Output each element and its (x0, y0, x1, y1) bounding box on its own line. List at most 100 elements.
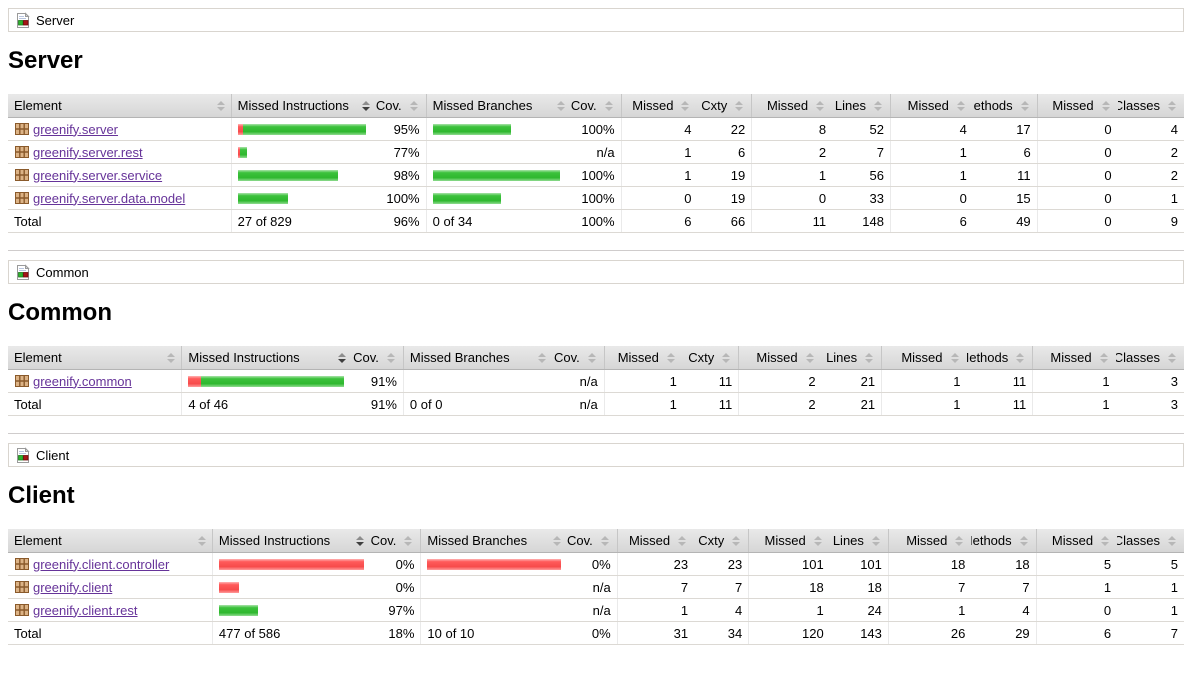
cxty-count: 11 (682, 369, 739, 393)
classes-count: 5 (1117, 552, 1184, 576)
sort-icon (816, 100, 825, 111)
column-header-classes[interactable]: Classes (1115, 346, 1184, 370)
missed-lines-count: 0 (751, 186, 833, 210)
column-header-lines[interactable]: Lines (829, 529, 889, 553)
column-header-missed-instructions[interactable]: Missed Instructions (181, 346, 352, 370)
column-header-branch-coverage[interactable]: Cov. (570, 94, 622, 118)
column-header-missed-lines[interactable]: Missed (738, 346, 822, 370)
total-missed-methods: 26 (887, 621, 972, 645)
missed-instructions-bar (218, 581, 240, 593)
missed-classes-count: 0 (1036, 186, 1118, 210)
table-row: greenify.client.rest 97% n/a 1 4 1 24 1 … (8, 598, 1184, 622)
package-link[interactable]: greenify.server.rest (33, 144, 143, 160)
package-link[interactable]: greenify.client.controller (33, 556, 170, 572)
missed-cxty-count: 4 (620, 117, 698, 141)
instruction-coverage-percent: 91% (351, 369, 404, 393)
column-header-lines[interactable]: Lines (832, 94, 891, 118)
column-header-missed-methods[interactable]: Missed (887, 529, 972, 553)
column-header-missed-instructions[interactable]: Missed Instructions (230, 94, 376, 118)
element-cell: greenify.server.data.model (8, 186, 232, 210)
column-header-branch-coverage[interactable]: Cov. (552, 346, 605, 370)
column-header-missed-methods[interactable]: Missed (889, 94, 973, 118)
column-header-cxty[interactable]: Cxty (682, 346, 739, 370)
missed-methods-count: 1 (889, 140, 973, 164)
classes-count: 1 (1117, 598, 1184, 622)
column-header-missed-cxty[interactable]: Missed (603, 346, 683, 370)
element-cell: greenify.server (8, 117, 232, 141)
table-row: greenify.server.service 98% 100% 1 19 1 … (8, 163, 1184, 187)
column-header-classes[interactable]: Classes (1117, 529, 1184, 553)
sort-icon (950, 352, 959, 363)
instruction-coverage-percent: 77% (375, 140, 427, 164)
sort-icon (1099, 352, 1108, 363)
column-header-missed-lines[interactable]: Missed (748, 529, 830, 553)
element-cell: greenify.server.service (8, 163, 232, 187)
missed-lines-count: 2 (738, 369, 822, 393)
column-header-methods[interactable]: Methods (972, 94, 1038, 118)
sort-icon (1016, 352, 1025, 363)
missed-classes-count: 1 (1035, 575, 1118, 599)
package-link[interactable]: greenify.server (33, 121, 119, 137)
instruction-coverage-percent: 0% (370, 575, 421, 599)
branch-coverage-percent: 100% (570, 117, 622, 141)
column-header-element[interactable]: Element (8, 94, 232, 118)
total-branch-coverage: n/a (552, 392, 605, 416)
column-header-missed-branches[interactable]: Missed Branches (402, 346, 553, 370)
column-header-missed-classes[interactable]: Missed (1032, 346, 1116, 370)
coverage-report: Server Server Element Missed Instruction… (8, 8, 1184, 645)
column-header-element[interactable]: Element (8, 346, 182, 370)
column-header-missed-branches[interactable]: Missed Branches (420, 529, 567, 553)
instructions-coverage-bar (211, 598, 371, 622)
sort-icon (732, 535, 741, 546)
column-header-missed-methods[interactable]: Missed (881, 346, 967, 370)
column-header-instruction-coverage[interactable]: Cov. (375, 94, 427, 118)
missed-cxty-count: 0 (620, 186, 698, 210)
total-row: Total 27 of 829 96% 0 of 34 100% 6 66 11… (8, 209, 1184, 233)
column-header-lines[interactable]: Lines (821, 346, 882, 370)
missed-lines-count: 1 (751, 163, 833, 187)
lines-count: 24 (829, 598, 889, 622)
total-cxty: 34 (694, 621, 749, 645)
breadcrumb-label: Server (36, 12, 75, 28)
column-header-instruction-coverage[interactable]: Cov. (370, 529, 421, 553)
package-link[interactable]: greenify.client.rest (33, 602, 138, 618)
column-header-missed-classes[interactable]: Missed (1036, 94, 1118, 118)
package-link[interactable]: greenify.server.service (33, 167, 163, 183)
missed-instructions-bar (237, 123, 243, 135)
column-header-classes[interactable]: Classes (1117, 94, 1184, 118)
total-missed-lines: 11 (751, 209, 833, 233)
sort-descending-icon (356, 535, 365, 546)
column-header-branch-coverage[interactable]: Cov. (566, 529, 618, 553)
column-header-missed-lines[interactable]: Missed (751, 94, 833, 118)
column-header-missed-branches[interactable]: Missed Branches (425, 94, 571, 118)
missed-cxty-count: 1 (616, 598, 695, 622)
cxty-count: 4 (694, 598, 749, 622)
missed-methods-count: 1 (887, 598, 972, 622)
classes-count: 2 (1117, 163, 1184, 187)
sort-descending-icon (361, 100, 370, 111)
package-link[interactable]: greenify.server.data.model (33, 190, 186, 206)
methods-count: 17 (972, 117, 1038, 141)
column-header-element[interactable]: Element (8, 529, 213, 553)
total-instruction-coverage: 18% (370, 621, 421, 645)
column-header-methods[interactable]: Methods (966, 346, 1033, 370)
package-link[interactable]: greenify.client (33, 579, 113, 595)
total-missed-classes: 6 (1035, 621, 1118, 645)
package-link[interactable]: greenify.common (33, 373, 132, 389)
missed-methods-count: 4 (889, 117, 973, 141)
column-header-missed-cxty[interactable]: Missed (620, 94, 698, 118)
section-title: Common (8, 299, 112, 326)
sort-icon (556, 100, 565, 111)
total-row: Total 477 of 586 18% 10 of 10 0% 31 34 1… (8, 621, 1184, 645)
column-header-cxty[interactable]: Cxty (694, 529, 749, 553)
column-header-methods[interactable]: Methods (971, 529, 1037, 553)
column-header-instruction-coverage[interactable]: Cov. (351, 346, 404, 370)
sort-icon (666, 352, 675, 363)
missed-methods-count: 7 (887, 575, 972, 599)
column-header-missed-cxty[interactable]: Missed (616, 529, 695, 553)
column-header-cxty[interactable]: Cxty (697, 94, 752, 118)
total-cxty: 11 (682, 392, 739, 416)
column-header-missed-instructions[interactable]: Missed Instructions (211, 529, 371, 553)
covered-branches-bar (432, 192, 502, 204)
column-header-missed-classes[interactable]: Missed (1035, 529, 1118, 553)
